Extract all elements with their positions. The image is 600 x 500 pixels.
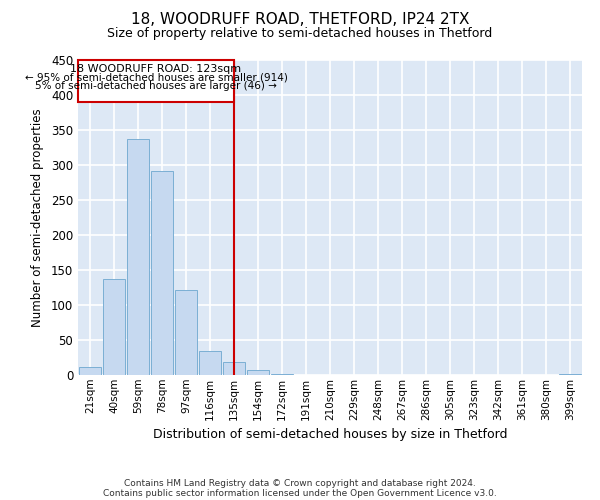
Bar [271,374,293,375]
Bar [151,170,173,375]
Bar [223,362,245,375]
Bar [559,374,581,375]
Bar [175,290,197,375]
Bar [103,279,125,375]
Bar [78,60,234,102]
Text: 5% of semi-detached houses are larger (46) →: 5% of semi-detached houses are larger (4… [35,81,277,91]
Text: 18 WOODRUFF ROAD: 123sqm: 18 WOODRUFF ROAD: 123sqm [70,64,242,74]
Bar [127,139,149,375]
Bar [199,350,221,375]
X-axis label: Distribution of semi-detached houses by size in Thetford: Distribution of semi-detached houses by … [153,428,507,441]
Text: Size of property relative to semi-detached houses in Thetford: Size of property relative to semi-detach… [107,28,493,40]
Text: Contains public sector information licensed under the Open Government Licence v3: Contains public sector information licen… [103,488,497,498]
Text: Contains HM Land Registry data © Crown copyright and database right 2024.: Contains HM Land Registry data © Crown c… [124,478,476,488]
Y-axis label: Number of semi-detached properties: Number of semi-detached properties [31,108,44,327]
Bar [79,368,101,375]
Text: 18, WOODRUFF ROAD, THETFORD, IP24 2TX: 18, WOODRUFF ROAD, THETFORD, IP24 2TX [131,12,469,28]
Text: ← 95% of semi-detached houses are smaller (914): ← 95% of semi-detached houses are smalle… [25,72,287,83]
Bar [247,370,269,375]
